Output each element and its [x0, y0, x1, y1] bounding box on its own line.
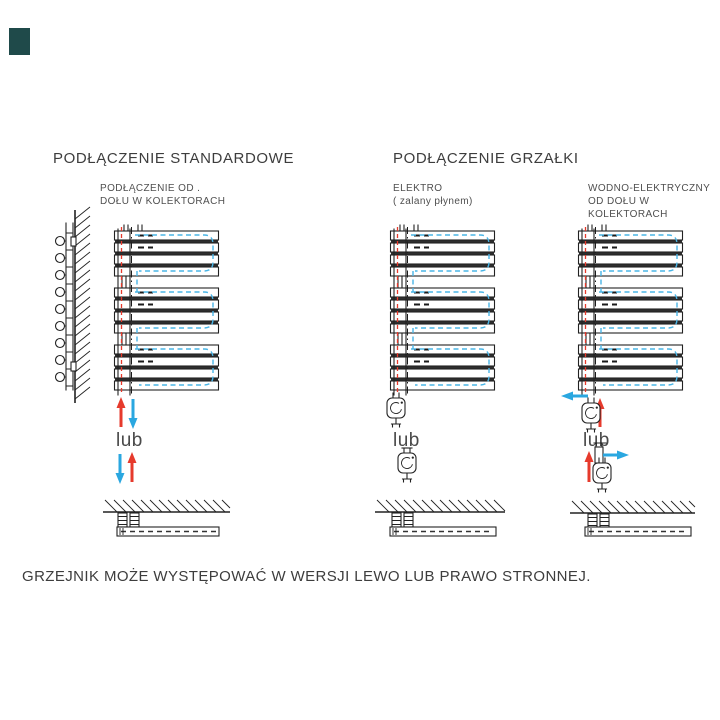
- supply-arrowhead-red: [127, 452, 137, 463]
- return-arrowhead-blue: [561, 391, 573, 401]
- caption-hydro-line1: WODNO-ELEKTRYCZNY: [588, 183, 711, 194]
- or-label-hydro: lub: [583, 430, 610, 451]
- supply-arrowhead-red: [116, 397, 126, 408]
- section-title-standard: PODŁĄCZENIE STANDARDOWE: [53, 150, 295, 167]
- supply-arrowhead-red: [584, 451, 594, 462]
- floor-manifold-strip: [584, 526, 692, 537]
- flow-arrows-option1: [116, 397, 138, 429]
- hydro-option1: [561, 391, 605, 433]
- heater-thermostat-icon: [592, 457, 612, 493]
- floor-fittings: [587, 513, 610, 529]
- floor-fittings: [117, 512, 140, 528]
- caption-hydro-line3: KOLEKTORACH: [588, 209, 668, 220]
- collector-side-view: [54, 222, 77, 391]
- caption-electro-line1: ELEKTRO: [393, 183, 443, 194]
- valve-caps: [54, 235, 66, 383]
- section-title-grzalka: PODŁĄCZENIE GRZAŁKI: [393, 150, 579, 167]
- return-arrowhead-blue: [115, 473, 125, 484]
- diagram-standard-connection: lub: [54, 206, 231, 537]
- flow-arrows-option2: [115, 452, 137, 484]
- hydro-option2: [584, 442, 629, 493]
- caption-standard-line1: PODŁĄCZENIE OD .: [100, 183, 201, 194]
- brand-logo-mark: [9, 28, 30, 55]
- heater-alt: [397, 447, 417, 483]
- radiator-front-view: [577, 224, 684, 396]
- or-label-electro: lub: [393, 430, 420, 451]
- caption-electro-line2: ( zalany płynem): [393, 196, 473, 207]
- heater-thermostat-icon: [386, 392, 406, 428]
- heater-thermostat-icon: [581, 397, 601, 433]
- footer-note: GRZEJNIK MOŻE WYSTĘPOWAĆ W WERSJI LEWO L…: [22, 568, 591, 585]
- wall-hatching: [74, 206, 91, 403]
- radiator-front-view: [113, 224, 220, 396]
- diagram-hydro-electric: lub: [561, 224, 696, 537]
- diagram-electro: lub: [375, 224, 506, 537]
- radiator-front-view: [389, 224, 496, 396]
- or-label-standard: lub: [116, 430, 143, 451]
- caption-electro: ELEKTRO ( zalany płynem): [393, 182, 473, 208]
- heater-thermostat-icon: [397, 447, 417, 483]
- caption-hydro: WODNO-ELEKTRYCZNY OD DOŁU W KOLEKTORACH: [588, 182, 710, 221]
- return-arrowhead-blue: [128, 418, 138, 429]
- caption-standard: PODŁĄCZENIE OD . DOŁU W KOLEKTORACH: [100, 182, 225, 208]
- floor-hydro: [570, 500, 696, 537]
- floor-manifold-strip: [116, 526, 220, 537]
- wall-brackets: [70, 236, 77, 372]
- caption-hydro-line2: OD DOŁU W: [588, 196, 650, 207]
- floor-electro: [375, 499, 506, 537]
- floor-fittings: [391, 512, 414, 528]
- floor-manifold-strip: [389, 526, 497, 537]
- floor-standard: [103, 499, 231, 537]
- caption-standard-line2: DOŁU W KOLEKTORACH: [100, 196, 226, 207]
- return-arrowhead-blue: [617, 450, 629, 460]
